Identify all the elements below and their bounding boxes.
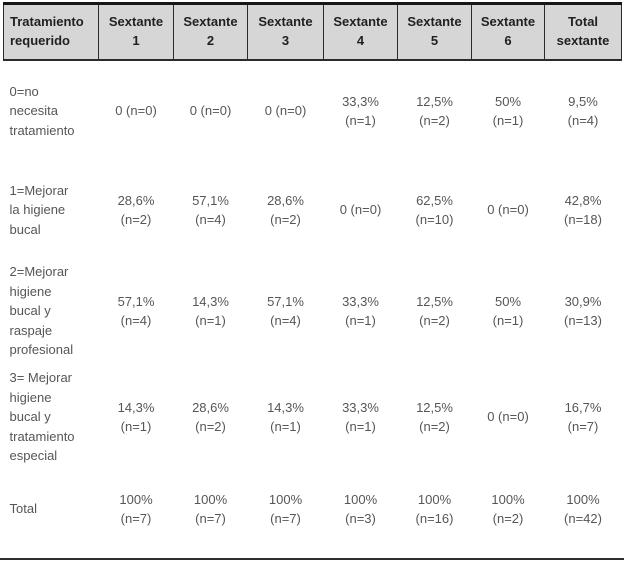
table-cell: 14,3% (n=1)	[267, 399, 304, 435]
col-header-total-sextante: Total sextante	[544, 2, 622, 61]
table-cell: 16,7% (n=7)	[564, 399, 602, 435]
table-cell: 0 (n=0)	[115, 103, 157, 119]
header-row: Tratamiento requerido Sextante 1 Sextant…	[3, 2, 622, 61]
table-cell: 50% (n=1)	[492, 293, 524, 329]
table-cell: 33,3% (n=1)	[342, 93, 379, 129]
col-header-sextante-6: Sextante 6	[471, 2, 545, 61]
table-cell: 9,5% (n=4)	[567, 93, 599, 129]
table-cell: 57,1% (n=4)	[117, 293, 155, 329]
table-row: 3= Mejorar higiene bucal y tratamiento e…	[4, 363, 622, 471]
table-row: 0=no necesita tratamiento 0 (n=0) 0 (n=0…	[4, 60, 622, 161]
col-header-sextante-3: Sextante 3	[247, 2, 324, 61]
table-cell: 28,6% (n=2)	[267, 192, 304, 228]
col-header-sextante-1: Sextante 1	[98, 2, 174, 61]
table-cell: 100% (n=7)	[193, 491, 228, 527]
table-cell: 14,3% (n=1)	[192, 293, 229, 329]
table-cell: 100% (n=16)	[415, 491, 454, 527]
table-cell: 14,3% (n=1)	[117, 399, 155, 435]
table-cell: 30,9% (n=13)	[564, 293, 602, 329]
col-header-sextante-5: Sextante 5	[397, 2, 472, 61]
table-cell: 62,5% (n=10)	[415, 192, 454, 228]
table-cell: 0 (n=0)	[264, 103, 307, 119]
table-cell: 33,3% (n=1)	[342, 293, 379, 329]
col-header-sextante-2: Sextante 2	[173, 2, 248, 61]
table-cell: 33,3% (n=1)	[342, 399, 379, 435]
table-cell: 0 (n=0)	[339, 202, 382, 218]
row-label: 1=Mejorar la higiene bucal	[9, 182, 69, 237]
table-cell: 50% (n=1)	[492, 93, 524, 129]
treatment-required-table: Tratamiento requerido Sextante 1 Sextant…	[3, 2, 622, 547]
table-cell: 100% (n=7)	[268, 491, 303, 527]
table-row: 2=Mejorar higiene bucal y raspaje profes…	[4, 259, 622, 363]
table-cell: 0 (n=0)	[189, 103, 232, 119]
table-row-total: Total 100% (n=7) 100% (n=7) 100% (n=7) 1…	[4, 471, 622, 547]
bottom-rule	[0, 558, 624, 560]
row-label: 3= Mejorar higiene bucal y tratamiento e…	[9, 370, 75, 464]
table-cell: 100% (n=42)	[564, 491, 602, 527]
table-cell: 100% (n=2)	[491, 491, 525, 527]
table-cell: 28,6% (n=2)	[117, 192, 155, 228]
table-cell: 42,8% (n=18)	[564, 192, 602, 228]
table-cell: 12,5% (n=2)	[416, 399, 453, 435]
table-cell: 28,6% (n=2)	[192, 399, 229, 435]
row-label: 2=Mejorar higiene bucal y raspaje profes…	[9, 264, 74, 358]
row-label: Total	[9, 501, 37, 517]
col-header-tratamiento-requerido: Tratamiento requerido	[3, 2, 99, 61]
table-cell: 12,5% (n=2)	[416, 93, 453, 129]
table-cell: 0 (n=0)	[487, 202, 529, 218]
row-label: 0=no necesita tratamiento	[9, 83, 75, 138]
table-cell: 0 (n=0)	[487, 409, 529, 425]
col-header-sextante-4: Sextante 4	[323, 2, 398, 61]
table-row: 1=Mejorar la higiene bucal 28,6% (n=2) 5…	[4, 161, 622, 259]
table-cell: 57,1% (n=4)	[192, 192, 229, 228]
table-cell: 100% (n=7)	[119, 491, 153, 527]
table-cell: 12,5% (n=2)	[416, 293, 453, 329]
table-cell: 57,1% (n=4)	[267, 293, 304, 329]
table-cell: 100% (n=3)	[343, 491, 378, 527]
